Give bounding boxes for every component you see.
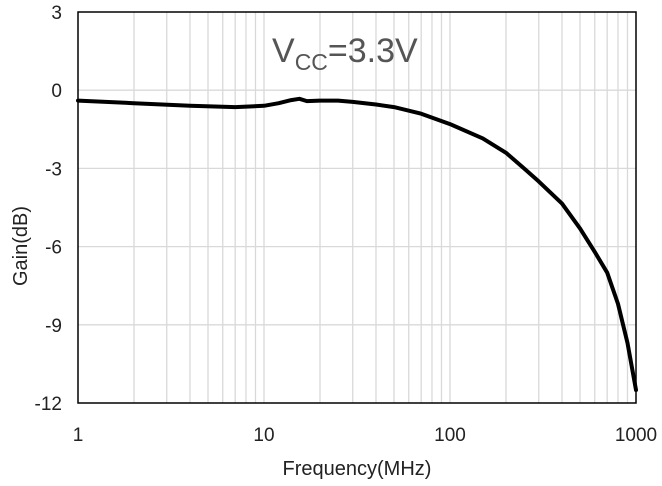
grid xyxy=(78,12,636,403)
y-tick-label: -3 xyxy=(45,159,62,180)
tick-labels: 1 10 100 1000 3 0 -3 -6 -9 -12 xyxy=(35,3,658,446)
series-line-gain xyxy=(76,96,638,392)
x-tick-label: 100 xyxy=(434,425,466,446)
y-tick-label: -6 xyxy=(45,238,62,259)
x-tick-label: 1 xyxy=(73,425,84,446)
annotation-main: V xyxy=(272,32,295,70)
x-tick-label: 10 xyxy=(253,425,274,446)
plot-frame xyxy=(77,11,637,404)
annotation-subscript: CC xyxy=(295,49,328,75)
vcc-annotation: VCC=3.3V xyxy=(272,32,418,75)
y-axis-label: Gain(dB) xyxy=(10,206,32,286)
y-tick-label: -12 xyxy=(35,394,62,415)
y-tick-label: 0 xyxy=(51,81,62,102)
annotation-rest: =3.3V xyxy=(328,32,418,70)
y-tick-label: -9 xyxy=(45,316,62,337)
x-tick-label: 1000 xyxy=(615,425,657,446)
y-tick-label: 3 xyxy=(51,3,62,24)
x-axis-label: Frequency(MHz) xyxy=(283,458,432,480)
